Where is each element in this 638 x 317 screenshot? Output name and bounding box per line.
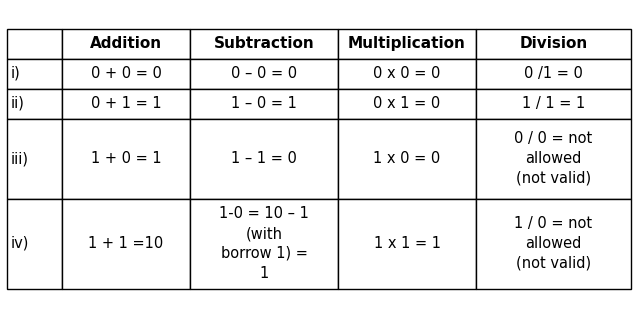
Bar	[62, 29, 190, 59]
Text: 1 x 1 = 1: 1 x 1 = 1	[373, 236, 440, 251]
Text: 1 x 0 = 0: 1 x 0 = 0	[373, 151, 441, 166]
Bar	[476, 119, 631, 198]
Bar	[338, 198, 476, 288]
Text: 0 + 1 = 1: 0 + 1 = 1	[91, 96, 161, 111]
Bar	[338, 29, 476, 59]
Text: Multiplication: Multiplication	[348, 36, 466, 51]
Bar	[338, 59, 476, 88]
Bar	[7, 59, 62, 88]
Bar	[338, 119, 476, 198]
Text: 1-0 = 10 – 1
(with
borrow 1) =
1: 1-0 = 10 – 1 (with borrow 1) = 1	[219, 206, 309, 281]
Text: 0 + 0 = 0: 0 + 0 = 0	[91, 66, 161, 81]
Text: 0 x 0 = 0: 0 x 0 = 0	[373, 66, 441, 81]
Bar	[190, 119, 338, 198]
Bar	[62, 88, 190, 119]
Text: iv): iv)	[11, 236, 29, 251]
Text: 0 – 0 = 0: 0 – 0 = 0	[231, 66, 297, 81]
Text: 0 x 1 = 0: 0 x 1 = 0	[373, 96, 441, 111]
Text: 1 / 1 = 1: 1 / 1 = 1	[522, 96, 585, 111]
Bar	[476, 59, 631, 88]
Text: Division: Division	[519, 36, 588, 51]
Text: Subtraction: Subtraction	[214, 36, 315, 51]
Bar	[190, 59, 338, 88]
Bar	[7, 29, 62, 59]
Bar	[476, 198, 631, 288]
Bar	[476, 29, 631, 59]
Bar	[7, 119, 62, 198]
Bar	[190, 29, 338, 59]
Text: ii): ii)	[11, 96, 25, 111]
Text: iii): iii)	[11, 151, 29, 166]
Bar	[190, 198, 338, 288]
Bar	[62, 119, 190, 198]
Text: 1 / 0 = not
allowed
(not valid): 1 / 0 = not allowed (not valid)	[514, 216, 593, 271]
Bar	[62, 198, 190, 288]
Text: 1 – 0 = 1: 1 – 0 = 1	[231, 96, 297, 111]
Text: i): i)	[11, 66, 21, 81]
Bar	[338, 88, 476, 119]
Text: 0 / 0 = not
allowed
(not valid): 0 / 0 = not allowed (not valid)	[514, 131, 593, 186]
Text: Addition: Addition	[90, 36, 162, 51]
Text: 1 + 0 = 1: 1 + 0 = 1	[91, 151, 161, 166]
Bar	[476, 88, 631, 119]
Bar	[190, 88, 338, 119]
Text: 1 + 1 =10: 1 + 1 =10	[89, 236, 163, 251]
Text: 0 /1 = 0: 0 /1 = 0	[524, 66, 583, 81]
Bar	[7, 198, 62, 288]
Bar	[62, 59, 190, 88]
Text: 1 – 1 = 0: 1 – 1 = 0	[231, 151, 297, 166]
Bar	[7, 88, 62, 119]
